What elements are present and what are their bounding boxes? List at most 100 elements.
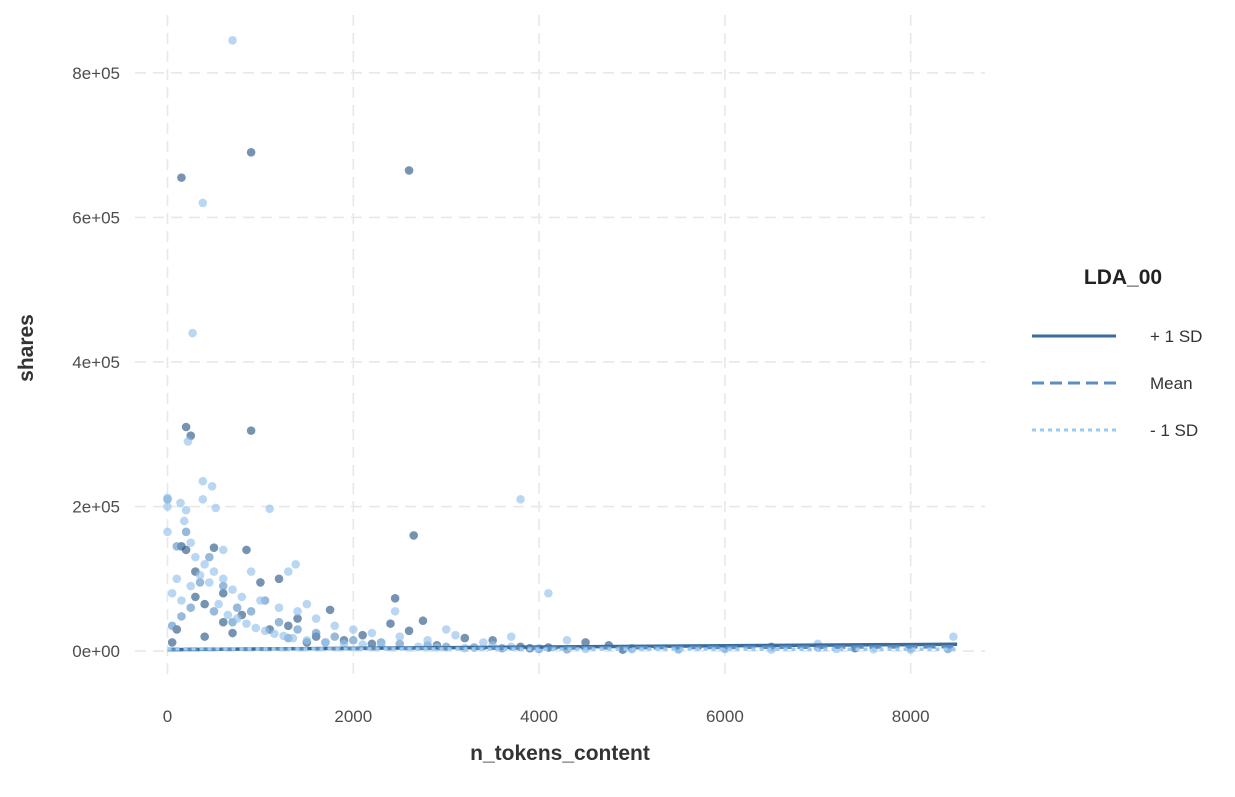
x-tick-label-2: 4000: [520, 707, 558, 726]
point-2-11: [265, 504, 274, 513]
point-0-3: [181, 422, 191, 432]
point-2-54: [177, 596, 186, 605]
y-axis-tick-labels: 0e+00 2e+05 4e+05 6e+05 8e+05: [72, 64, 120, 661]
point-0-5: [246, 426, 256, 435]
x-tick-label-1: 2000: [334, 707, 372, 726]
point-0-0: [246, 148, 256, 157]
point-0-40: [167, 638, 177, 647]
point-2-8: [176, 498, 185, 508]
point-0-18: [293, 614, 302, 623]
point-1-1: [172, 541, 182, 551]
point-2-28: [293, 607, 302, 616]
point-2-52: [172, 574, 182, 584]
point-2-58: [214, 599, 223, 609]
point-2-27: [274, 603, 284, 613]
point-2-61: [242, 619, 251, 628]
point-2-78: [218, 545, 228, 555]
point-2-3: [183, 437, 193, 446]
trend-lines: [167, 642, 958, 652]
point-0-34: [367, 639, 377, 649]
point-2-16: [163, 502, 172, 511]
point-0-30: [228, 628, 237, 638]
point-2-79: [302, 599, 312, 609]
point-0-13: [390, 594, 400, 603]
point-2-34: [395, 632, 405, 641]
point-0-39: [200, 632, 209, 641]
legend: LDA_00 + 1 SD Mean - 1 SD: [1032, 266, 1202, 440]
point-1-2: [181, 527, 191, 537]
point-0-12: [274, 574, 284, 584]
point-2-59: [223, 610, 233, 620]
point-2-53: [167, 588, 177, 598]
x-axis-tick-labels: 0 2000 4000 6000 8000: [163, 707, 930, 726]
legend-label-1: Mean: [1150, 374, 1193, 393]
point-0-42: [358, 630, 367, 640]
point-2-32: [367, 628, 377, 638]
point-2-75: [283, 567, 293, 576]
point-2-60: [232, 614, 242, 623]
point-2-37: [451, 630, 460, 640]
y-tick-label-3: 6e+05: [72, 208, 120, 227]
point-2-51: [949, 632, 958, 641]
point-2-56: [195, 570, 205, 580]
point-1-31: [177, 612, 186, 621]
point-0-22: [581, 638, 590, 647]
point-2-69: [339, 639, 349, 649]
legend-label-0: + 1 SD: [1150, 327, 1202, 346]
point-2-33: [390, 607, 400, 616]
point-2-25: [237, 592, 247, 602]
point-2-6: [198, 494, 208, 504]
point-1-9: [274, 617, 284, 627]
point-2-0: [228, 35, 237, 45]
point-2-30: [330, 621, 340, 631]
point-2-18: [179, 516, 189, 526]
point-2-1: [198, 198, 208, 208]
point-0-16: [418, 616, 428, 626]
point-1-3: [195, 578, 205, 587]
y-tick-label-1: 2e+05: [72, 498, 120, 517]
point-2-20: [191, 552, 200, 562]
point-2-66: [288, 633, 298, 643]
x-axis-title: n_tokens_content: [470, 742, 650, 765]
point-1-13: [349, 635, 358, 645]
legend-title: LDA_00: [1084, 266, 1162, 289]
y-tick-label-0: 0e+00: [72, 642, 120, 661]
point-0-8: [181, 545, 191, 555]
point-2-4: [198, 476, 208, 486]
point-1-10: [293, 625, 302, 634]
point-1-29: [209, 607, 219, 616]
point-0-46: [386, 619, 395, 628]
point-1-12: [330, 632, 340, 641]
point-0-44: [218, 588, 228, 598]
x-tick-label-3: 6000: [706, 707, 744, 726]
point-2-64: [270, 629, 279, 639]
point-0-19: [404, 626, 414, 636]
point-2-19: [186, 538, 196, 547]
point-0-2: [404, 166, 414, 175]
point-0-14: [325, 605, 335, 615]
point-2-76: [291, 560, 301, 569]
y-tick-label-4: 8e+05: [72, 64, 120, 83]
point-2-9: [181, 505, 191, 515]
point-1-7: [246, 607, 256, 616]
point-2-26: [256, 596, 265, 605]
point-0-38: [283, 621, 293, 631]
point-2-63: [260, 626, 270, 636]
point-2-77: [246, 567, 256, 576]
point-2-62: [251, 623, 261, 633]
point-2-31: [349, 625, 358, 634]
point-1-6: [232, 603, 242, 613]
point-1-28: [186, 603, 196, 613]
legend-label-2: - 1 SD: [1150, 421, 1198, 440]
point-2-29: [311, 614, 321, 623]
point-0-10: [242, 545, 251, 555]
point-2-38: [479, 638, 488, 647]
point-2-2: [188, 328, 197, 338]
point-2-23: [218, 574, 228, 584]
point-2-5: [207, 481, 217, 491]
point-0-9: [209, 543, 219, 553]
point-2-10: [211, 503, 221, 513]
point-2-35: [423, 635, 432, 645]
point-2-68: [321, 638, 330, 647]
